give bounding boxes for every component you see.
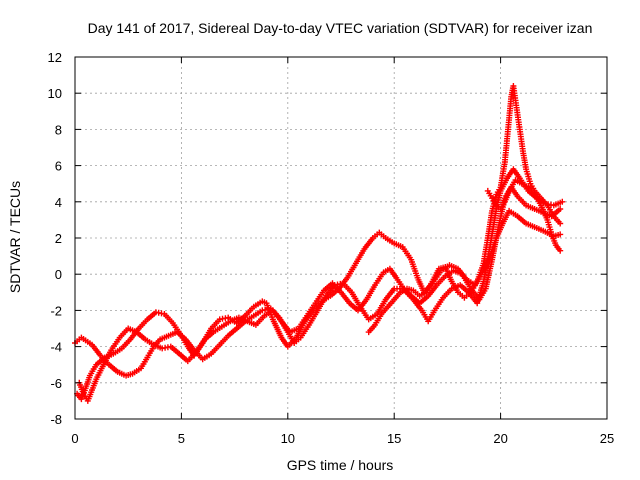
y-tick-label: 2 [55,231,62,246]
chart-title: Day 141 of 2017, Sidereal Day-to-day VTE… [88,20,593,36]
axis-ticks: 0 5 10 15 20 25 -8 -6 -4 -2 0 2 4 6 8 10 12 [48,50,615,446]
data-point [557,231,564,238]
grid [75,57,607,419]
data-point [557,220,564,227]
x-tick-label: 20 [493,431,507,446]
data-point [557,247,564,254]
y-tick-label: 10 [48,86,62,101]
y-tick-label: 8 [55,122,62,137]
x-tick-label: 0 [71,431,78,446]
y-axis-label: SDTVAR / TECUs [7,181,23,293]
y-tick-label: -6 [50,376,62,391]
series-track-5 [484,177,564,254]
x-axis-label: GPS time / hours [287,457,394,473]
y-tick-label: 12 [48,50,62,65]
y-tick-label: -8 [50,412,62,427]
y-tick-label: -4 [50,340,62,355]
data-point [559,198,566,205]
data-points [72,83,566,404]
y-tick-label: 6 [55,159,62,174]
x-tick-label: 25 [600,431,614,446]
x-tick-label: 10 [281,431,295,446]
y-tick-label: -2 [50,303,62,318]
x-tick-label: 15 [387,431,401,446]
series-track-4 [365,83,564,336]
data-point [557,206,564,212]
x-tick-label: 5 [178,431,185,446]
y-tick-label: 0 [55,267,62,282]
y-tick-label: 4 [55,195,62,210]
series-track-3 [76,166,566,404]
